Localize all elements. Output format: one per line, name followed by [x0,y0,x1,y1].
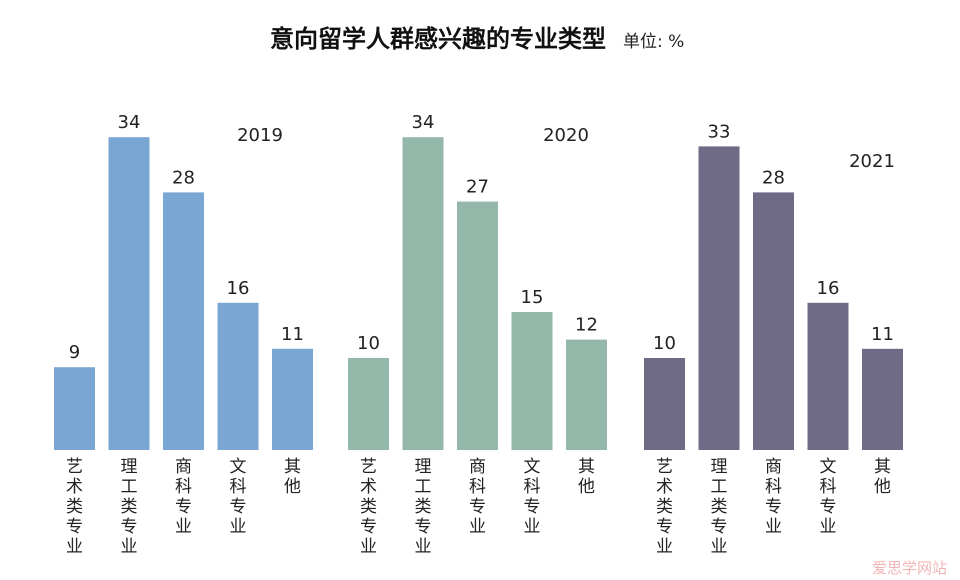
category-label: 艺术类专业 [66,457,83,557]
bar [807,302,849,450]
chart-group-2020: 2020 10 艺术类专业 34 理工类专业 27 商科专业 15 文科专业 12 其他 [348,112,607,557]
bar [108,137,150,450]
data-label: 11 [281,324,304,345]
group-label: 2021 [849,151,895,172]
category-label: 理工类专业 [121,457,138,557]
bar [348,358,389,450]
data-label: 15 [521,287,544,308]
chart-title: 意向留学人群感兴趣的专业类型 [270,25,606,53]
category-label: 其他 [578,457,595,497]
category-label: 其他 [284,457,301,497]
data-label: 34 [412,112,435,133]
bar [566,339,607,450]
category-label: 文科专业 [820,457,837,537]
category-label: 文科专业 [524,457,541,537]
data-label: 33 [708,121,731,142]
category-label: 其他 [874,457,891,497]
bar [698,146,740,450]
category-label: 艺术类专业 [656,457,673,557]
bar [54,367,95,450]
chart-group-2021: 2021 10 艺术类专业 33 理工类专业 28 商科专业 16 文科专业 11 其他 [644,121,903,557]
category-label: 商科专业 [175,457,192,537]
unit-label: 单位: % [623,32,684,52]
data-label: 12 [575,315,598,336]
group-label: 2020 [543,125,589,146]
data-label: 16 [227,278,250,299]
bar [217,302,259,450]
chart-group-2019: 2019 9 艺术类专业 34 理工类专业 28 商科专业 16 文科专业 11 其他 [54,112,313,557]
data-label: 28 [172,167,195,188]
bar [862,348,903,450]
bar [402,137,444,450]
bar [163,192,204,450]
data-label: 11 [871,324,894,345]
category-label: 商科专业 [765,457,782,537]
data-label: 10 [653,333,676,354]
data-label: 27 [466,177,489,198]
category-label: 理工类专业 [711,457,728,557]
data-label: 28 [762,167,785,188]
data-label: 34 [118,112,141,133]
bar [644,358,685,450]
bar [457,201,498,450]
bar [511,312,553,450]
category-label: 理工类专业 [415,457,432,557]
data-label: 16 [817,278,840,299]
watermark: 爱思学网站 [872,559,947,577]
bar [272,348,313,450]
category-label: 文科专业 [230,457,247,537]
category-label: 商科专业 [469,457,486,537]
category-label: 艺术类专业 [360,457,377,557]
bar [753,192,794,450]
data-label: 9 [69,342,80,363]
group-label: 2019 [237,125,283,146]
data-label: 10 [357,333,380,354]
